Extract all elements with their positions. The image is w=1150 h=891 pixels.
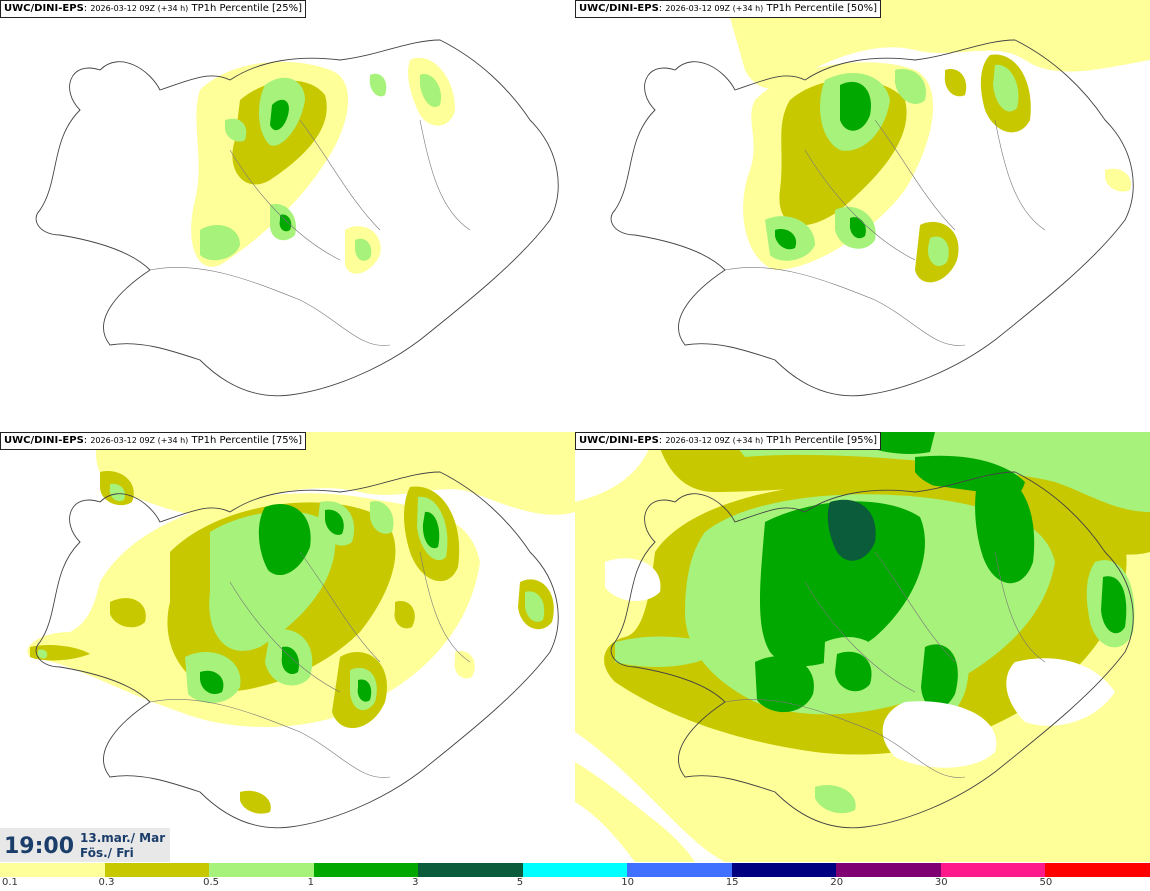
- colorbar-tick-label: 20: [830, 877, 844, 888]
- field-label: TP1h Percentile [50%]: [766, 3, 878, 14]
- map-panel-p75: UWC/DINI-EPS: 2026-03-12 09Z (+34 h) TP1…: [0, 432, 575, 862]
- iceland-precip-map: [35, 39, 559, 397]
- colorbar-segment: [313, 863, 419, 877]
- field-label: TP1h Percentile [25%]: [191, 3, 303, 14]
- map-panel-p95: UWC/DINI-EPS: 2026-03-12 09Z (+34 h) TP1…: [575, 432, 1150, 862]
- model-label: UWC/DINI-EPS: [579, 3, 659, 14]
- panel-title: UWC/DINI-EPS: 2026-03-12 09Z (+34 h) TP1…: [0, 0, 307, 18]
- iceland-precip-map: [610, 0, 1150, 397]
- colorbar-segment: [940, 863, 1046, 877]
- valid-date-line2: Fös./ Fri: [80, 846, 134, 860]
- iceland-precip-map: [27, 432, 575, 829]
- colorbar-labels: 0.1 0.3 0.5 1 3 5 10 15 20 30 50: [0, 877, 1150, 891]
- colorbar-segment: [836, 863, 941, 877]
- colorbar-tick-label: 1: [307, 877, 314, 888]
- colorbar-tick-label: 0.1: [2, 877, 18, 888]
- colorbar-tick-label: 0.3: [98, 877, 115, 888]
- run-label: 2026-03-12 09Z (+34 h): [90, 436, 189, 445]
- colorbar: [0, 863, 1150, 877]
- valid-time-box: 19:00 13.mar./ Mar Fös./ Fri: [0, 828, 170, 862]
- iceland-precip-map: [575, 432, 1150, 862]
- panel-title: UWC/DINI-EPS: 2026-03-12 09Z (+34 h) TP1…: [0, 432, 307, 450]
- map-panel-p25: UWC/DINI-EPS: 2026-03-12 09Z (+34 h) TP1…: [0, 0, 575, 430]
- model-label: UWC/DINI-EPS: [579, 435, 659, 446]
- colorbar-tick-label: 5: [516, 877, 524, 888]
- panel-title: UWC/DINI-EPS: 2026-03-12 09Z (+34 h) TP1…: [575, 432, 882, 450]
- panel-title: UWC/DINI-EPS: 2026-03-12 09Z (+34 h) TP1…: [575, 0, 882, 18]
- valid-time: 19:00: [4, 834, 75, 859]
- colorbar-tick-label: 15: [725, 877, 739, 888]
- field-label: TP1h Percentile [75%]: [191, 435, 303, 446]
- colorbar-segment: [209, 863, 314, 877]
- run-label: 2026-03-12 09Z (+34 h): [665, 436, 764, 445]
- colorbar-tick-label: 50: [1039, 877, 1053, 888]
- run-label: 2026-03-12 09Z (+34 h): [90, 4, 189, 13]
- colorbar-tick-label: 0.5: [203, 877, 219, 888]
- colorbar-segment: [627, 863, 732, 877]
- colorbar-tick-label: 3: [412, 877, 419, 888]
- colorbar-segment: [104, 863, 210, 877]
- colorbar-tick-label: 10: [621, 877, 634, 888]
- field-label: TP1h Percentile [95%]: [766, 435, 878, 446]
- map-panel-p50: UWC/DINI-EPS: 2026-03-12 09Z (+34 h) TP1…: [575, 0, 1150, 430]
- run-label: 2026-03-12 09Z (+34 h): [665, 4, 764, 13]
- colorbar-segment: [418, 863, 523, 877]
- colorbar-segment: [731, 863, 837, 877]
- colorbar-segment: [0, 863, 105, 877]
- colorbar-segment: [522, 863, 628, 877]
- valid-date-line1: 13.mar./ Mar: [80, 831, 166, 845]
- colorbar-segment: [1045, 863, 1150, 877]
- model-label: UWC/DINI-EPS: [4, 3, 84, 14]
- colorbar-tick-label: 30: [934, 877, 948, 888]
- valid-date: 13.mar./ Mar Fös./ Fri: [80, 831, 165, 861]
- model-label: UWC/DINI-EPS: [4, 435, 84, 446]
